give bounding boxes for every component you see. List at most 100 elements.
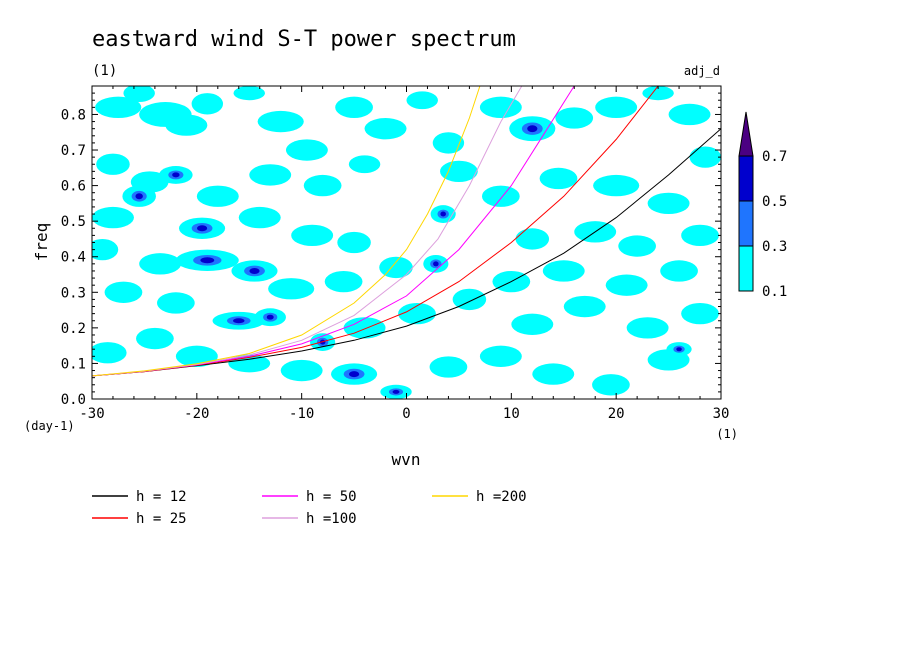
contour-blob <box>96 153 130 175</box>
contour-blob <box>440 160 478 183</box>
contour-fills <box>92 86 721 399</box>
contour-peak <box>249 267 260 274</box>
contour-blob <box>592 374 630 396</box>
x-tick-label: 0 <box>402 406 410 422</box>
contour-blob <box>539 167 578 190</box>
contour-blob <box>452 288 487 311</box>
y-tick-label: 0.8 <box>61 107 86 123</box>
contour-blob <box>515 228 550 250</box>
contour-blob <box>668 103 711 126</box>
contour-blob <box>647 192 690 215</box>
contour-blob <box>681 224 719 247</box>
x-tick-label: 10 <box>503 406 520 422</box>
x-axis-label: wvn <box>392 450 421 469</box>
contour-blob <box>196 185 239 207</box>
contour-blob <box>156 292 195 314</box>
subtitle-left: (1) <box>92 63 117 79</box>
contour-blob <box>593 174 640 197</box>
contour-blob <box>123 86 155 103</box>
contour-peak <box>433 261 439 267</box>
legend: h = 12 h = 25 h = 50 h =100 h =200 <box>92 489 527 527</box>
contour-peak <box>349 371 360 378</box>
contour-blob <box>481 185 520 207</box>
contour-blob <box>335 96 373 119</box>
contour-peak <box>392 389 400 394</box>
contour-blob <box>379 256 413 279</box>
contour-blob <box>626 317 669 339</box>
axis-ticks: -30 -20 -10 0 10 20 30 0.0 0.1 0.2 0.3 0.4 0.5 0.6 0.7… <box>61 86 730 422</box>
x-tick-label: -30 <box>79 406 104 422</box>
contour-blob <box>563 295 606 318</box>
contour-blob <box>92 238 119 261</box>
contour-peak <box>135 193 143 200</box>
contour-peak <box>266 314 274 320</box>
contour-blob <box>479 96 522 119</box>
y-tick-label: 0.1 <box>61 356 86 372</box>
colorbar-segment <box>738 200 754 247</box>
contour-blob <box>681 302 719 325</box>
x-tick-label: -10 <box>289 406 314 422</box>
contour-blob <box>348 155 381 174</box>
contour-blob <box>511 313 554 335</box>
contour-blob <box>291 224 334 247</box>
series-line-3 <box>92 86 523 377</box>
colorbar-label: 0.7 <box>762 149 787 165</box>
contour-peak <box>172 172 180 178</box>
x-tick-label: 30 <box>713 406 730 422</box>
contour-blob <box>191 93 224 115</box>
contour-blob <box>555 107 594 129</box>
y-tick-label: 0.4 <box>61 250 86 266</box>
legend-label: h =100 <box>306 511 357 527</box>
legend-label: h = 12 <box>136 489 187 505</box>
colorbar-label: 0.3 <box>762 239 787 255</box>
contour-blob <box>406 91 438 110</box>
legend-label: h =200 <box>476 489 527 505</box>
x-tick-label: 20 <box>608 406 625 422</box>
contour-blob <box>95 96 142 119</box>
y-tick-label: 0.6 <box>61 179 86 195</box>
x-unit-label: (1) <box>716 427 738 441</box>
contour-blob <box>238 206 281 229</box>
contour-blob <box>92 342 127 364</box>
dispersion-curves <box>92 86 721 377</box>
contour-blob <box>343 317 386 339</box>
contour-blob <box>268 278 315 300</box>
y-tick-label: 0.0 <box>61 392 86 408</box>
x-tick-label: -20 <box>184 406 209 422</box>
y-tick-label: 0.5 <box>61 214 86 230</box>
contour-peak <box>233 318 245 324</box>
contour-blob <box>139 253 182 275</box>
contour-blob <box>285 139 328 161</box>
y-unit-label: (day-1) <box>24 419 75 433</box>
contour-blob <box>542 260 585 282</box>
contour-blob <box>660 260 698 282</box>
colorbar-segment <box>738 155 754 202</box>
colorbar-segment <box>738 245 754 292</box>
legend-label: h = 50 <box>306 489 357 505</box>
colorbar-label: 0.1 <box>762 284 787 300</box>
colorbar: 0.1 0.3 0.5 0.7 <box>738 111 787 300</box>
contour-blob <box>303 174 342 197</box>
contour-peak <box>197 225 208 232</box>
contour-blob <box>429 356 468 378</box>
chart-title: eastward wind S-T power spectrum <box>92 27 516 52</box>
contour-peak <box>676 347 682 352</box>
subtitle-right: adj_d <box>684 64 720 78</box>
contour-blob <box>337 231 371 254</box>
contour-blob <box>532 363 575 385</box>
contour-blob <box>257 110 304 133</box>
contour-blob <box>689 146 721 168</box>
contour-blob <box>595 96 638 119</box>
y-tick-label: 0.2 <box>61 321 86 337</box>
contour-blob <box>280 359 323 382</box>
contour-blob <box>324 270 363 293</box>
contour-blob <box>104 281 143 303</box>
contour-blob <box>432 132 465 154</box>
colorbar-extend-arrow <box>738 111 754 157</box>
series-line-4 <box>92 86 481 377</box>
colorbar-label: 0.5 <box>762 194 787 210</box>
contour-blob <box>618 235 657 257</box>
contour-peak <box>200 257 215 264</box>
y-tick-label: 0.7 <box>61 143 86 159</box>
